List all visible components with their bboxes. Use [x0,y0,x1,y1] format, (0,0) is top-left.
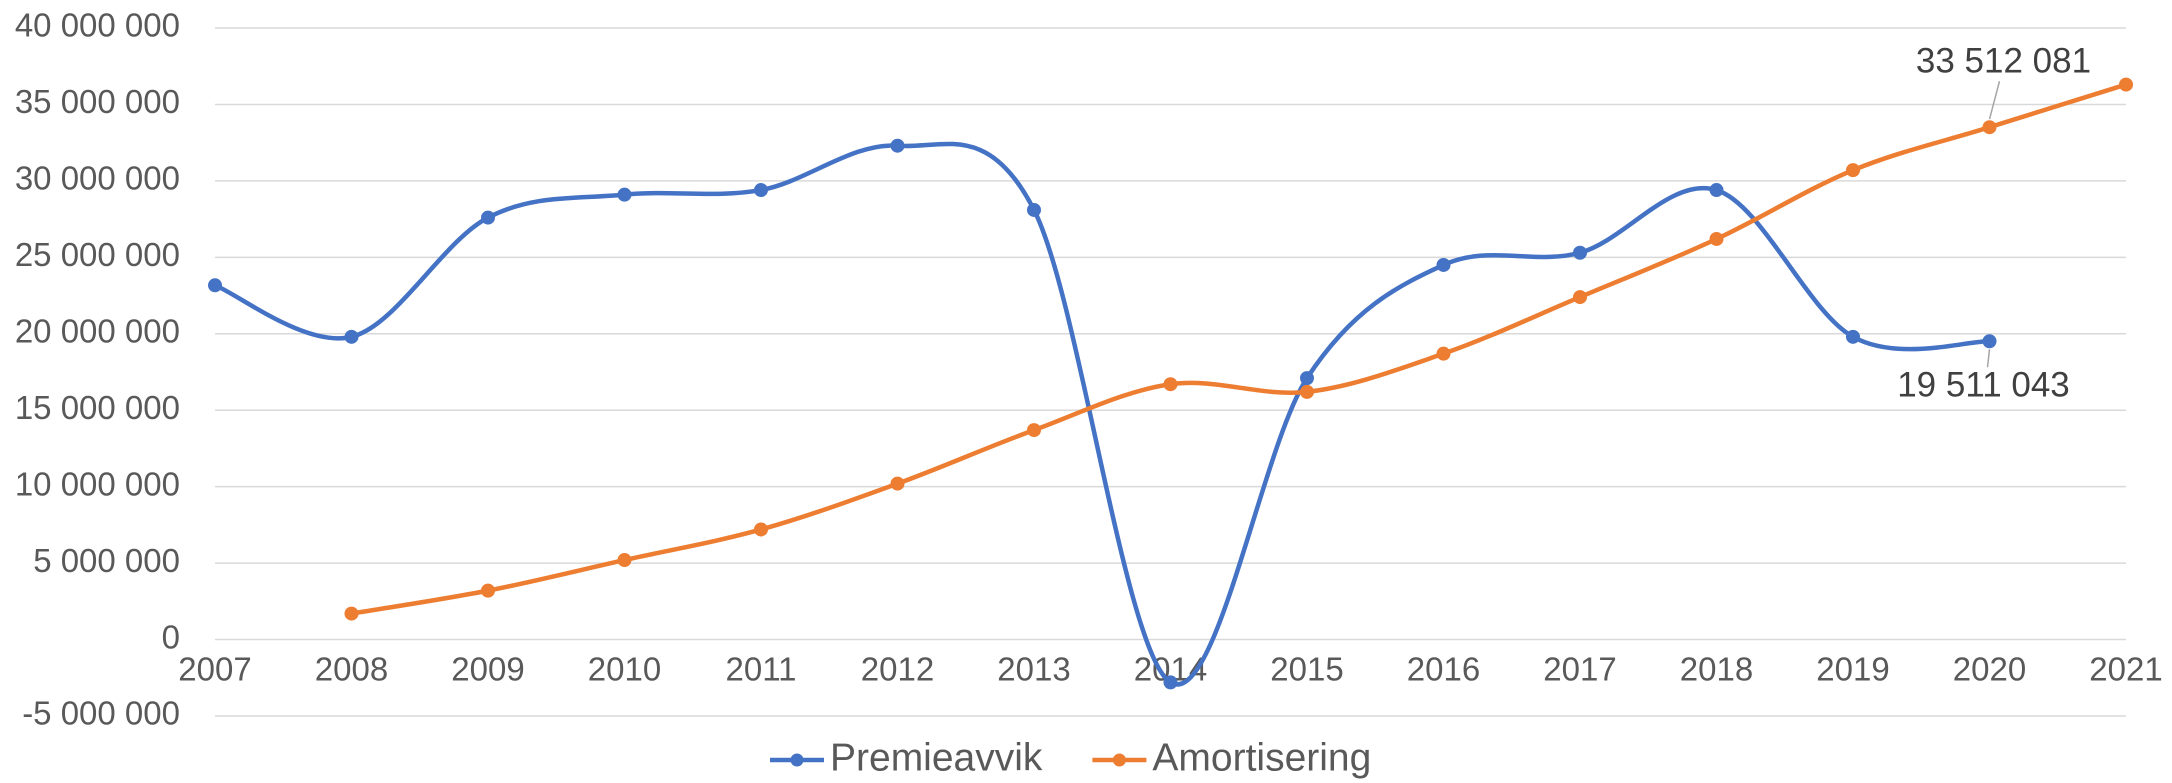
x-tick-label: 2021 [2089,650,2162,687]
marker [890,476,905,491]
x-tick-label: 2007 [178,650,251,687]
y-tick-label: 0 [162,618,180,655]
marker [2119,77,2133,92]
marker [1846,163,1860,178]
legend-marker [790,753,804,767]
y-tick-label: 10 000 000 [15,465,180,502]
marker [1027,423,1041,438]
marker [617,553,632,568]
x-tick-label: 2020 [1953,650,2026,687]
legend-label: Amortisering [1152,736,1371,779]
x-tick-label: 2009 [451,650,524,687]
marker [1573,245,1587,260]
marker [754,522,768,537]
y-tick-label: -5 000 000 [22,695,180,732]
marker [481,583,495,598]
leader-line [1986,349,1991,368]
marker [1027,202,1041,217]
data-label: 33 512 081 [1916,41,2091,80]
line [349,82,2129,616]
x-tick-label: 2011 [726,650,797,687]
x-tick-label: 2012 [861,650,934,687]
marker [344,606,359,621]
x-tick-label: 2013 [997,650,1070,687]
y-tick-label: 30 000 000 [15,160,180,197]
y-tick-label: 35 000 000 [15,83,180,120]
marker [1163,377,1178,392]
x-tick-label: 2018 [1680,650,1753,687]
y-tick-label: 15 000 000 [15,389,180,426]
marker [890,138,905,153]
marker [1436,257,1451,272]
x-tick-label: 2016 [1407,650,1480,687]
legend-label: Premieavvik [830,736,1043,779]
marker [617,187,632,202]
marker [344,329,359,344]
x-tick-label: 2008 [315,650,388,687]
marker [1300,384,1314,399]
y-tick-label: 20 000 000 [15,312,180,349]
marker [1300,371,1314,386]
y-tick-label: 5 000 000 [33,542,180,579]
marker [208,278,222,293]
marker [1163,675,1178,690]
marker [1573,290,1587,305]
marker [1982,120,1997,135]
marker [1846,329,1860,344]
x-tick-label: 2017 [1543,650,1616,687]
x-tick-label: 2010 [588,650,661,687]
y-tick-label: 40 000 000 [15,7,180,44]
marker [754,183,768,198]
x-tick-label: 2019 [1816,650,1889,687]
marker [1982,334,1997,349]
data-label: 19 511 043 [1897,366,2070,405]
marker [1709,231,1724,246]
leader-line [1988,81,2001,120]
marker [1436,346,1451,361]
legend-marker [1112,753,1126,767]
y-tick-label: 25 000 000 [15,236,180,273]
x-tick-label: 2015 [1270,650,1343,687]
marker [481,210,495,225]
line [212,141,1992,687]
marker [1709,183,1724,198]
